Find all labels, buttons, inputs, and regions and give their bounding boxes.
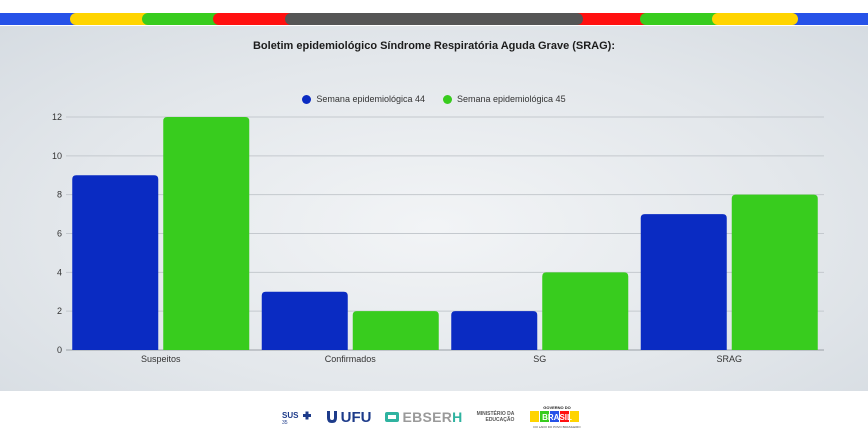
- legend-label: Semana epidemiológica 45: [457, 94, 566, 104]
- bar-srag-series-2[interactable]: [731, 194, 818, 350]
- ebserh-emblem-icon: [385, 412, 400, 422]
- y-tick-label: 4: [57, 267, 62, 277]
- svg-text:GOVERNO DO: GOVERNO DO: [544, 405, 572, 410]
- legend-label: Semana epidemiológica 44: [316, 94, 425, 104]
- legend-item-series-2[interactable]: Semana epidemiológica 45: [443, 94, 566, 104]
- x-tick-label: Confirmados: [325, 354, 377, 364]
- legend-dot-icon: [443, 94, 452, 104]
- footer-logos: SUS 35 UFU EBSERH MINISTÉRIO DA EDUCAÇÃO…: [0, 391, 868, 443]
- x-tick-label: SG: [533, 354, 546, 364]
- ufu-emblem-icon: [326, 411, 337, 423]
- chart-legend: Semana epidemiológica 44 Semana epidemio…: [0, 94, 868, 104]
- ministerio-educacao-logo: MINISTÉRIO DA EDUCAÇÃO: [476, 411, 515, 423]
- bar-confirmados-series-2[interactable]: [352, 311, 439, 350]
- bar-srag-series-1[interactable]: [640, 214, 727, 350]
- legend-item-series-1[interactable]: Semana epidemiológica 44: [302, 94, 425, 104]
- legend-dot-icon: [302, 94, 312, 104]
- svg-text:35: 35: [282, 420, 288, 425]
- bar-sg-series-2[interactable]: [542, 272, 629, 350]
- governo-brasil-logo: GOVERNO DO BRASIL DO LADO DO POVO BRASIL…: [528, 404, 586, 430]
- bar-suspeitos-series-1[interactable]: [72, 175, 159, 350]
- bar-sg-series-1[interactable]: [451, 311, 538, 350]
- bar-suspeitos-series-2[interactable]: [163, 117, 250, 350]
- y-tick-label: 6: [57, 229, 62, 239]
- bar-confirmados-series-1[interactable]: [261, 291, 348, 350]
- sus-logo: SUS 35: [282, 409, 312, 425]
- svg-text:SUS: SUS: [282, 411, 299, 420]
- ebserh-logo: EBSERH: [385, 409, 462, 425]
- x-tick-label: SRAG: [716, 354, 742, 364]
- bar-chart-plot: 0 2 4 6 8 10 12 Suspeitos Confirmados SG SRAG: [52, 112, 824, 364]
- y-tick-label: 2: [57, 306, 62, 316]
- y-tick-label: 0: [57, 345, 62, 355]
- y-tick-label: 10: [52, 151, 62, 161]
- y-tick-label: 12: [52, 112, 62, 122]
- ufu-logo: UFU: [326, 409, 371, 426]
- sus-cross-icon: SUS 35: [282, 411, 311, 425]
- y-tick-label: 8: [57, 190, 62, 200]
- governo-brasil-emblem-icon: GOVERNO DO BRASIL DO LADO DO POVO BRASIL…: [530, 405, 582, 429]
- svg-text:BRASIL: BRASIL: [542, 413, 572, 422]
- svg-text:DO LADO DO POVO BRASILEIRO: DO LADO DO POVO BRASILEIRO: [534, 425, 582, 429]
- top-color-stripe: [0, 13, 868, 25]
- chart-title: Boletim epidemiológico Síndrome Respirat…: [252, 40, 616, 52]
- x-tick-label: Suspeitos: [141, 354, 181, 364]
